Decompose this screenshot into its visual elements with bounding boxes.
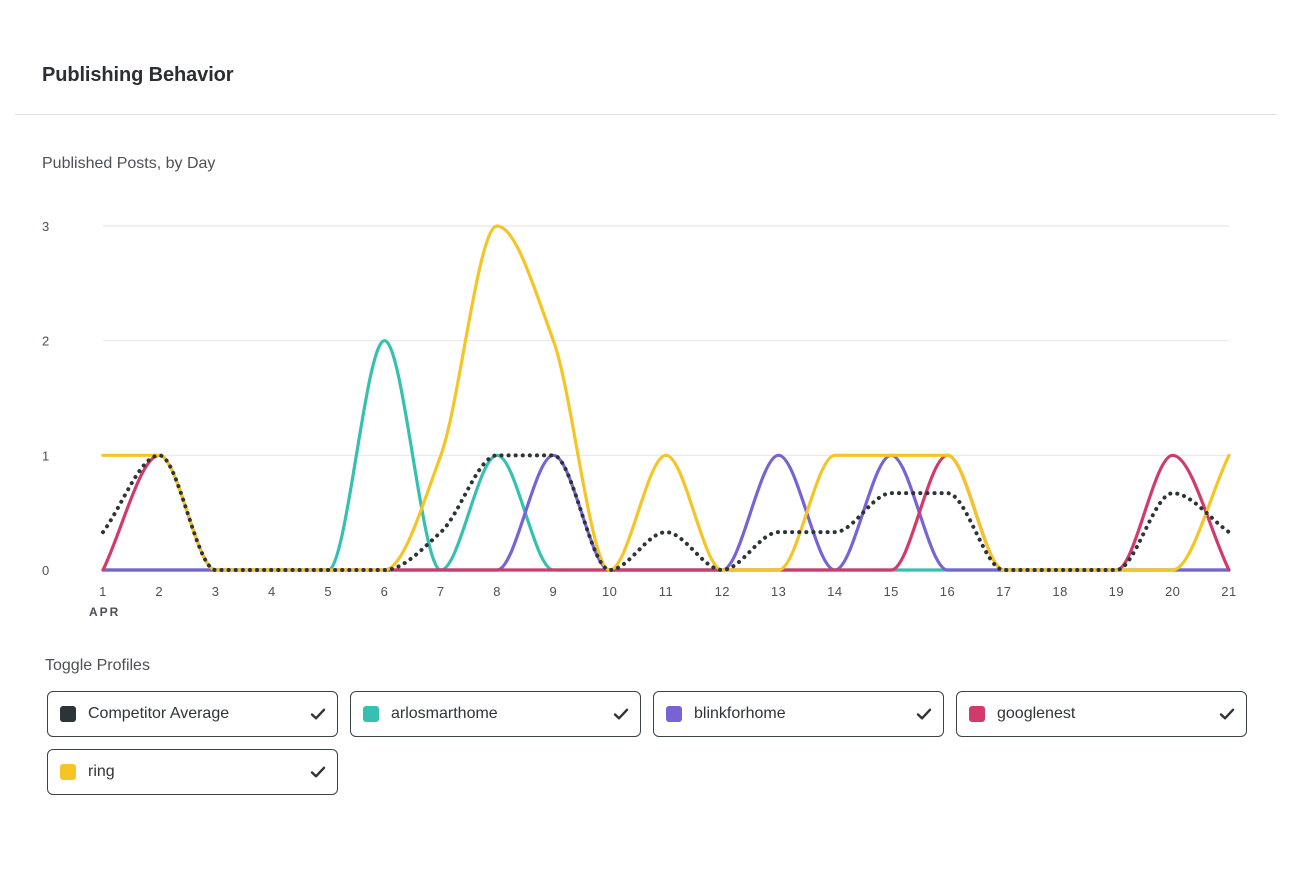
check-icon bbox=[613, 708, 629, 720]
x-tick-label: 8 bbox=[493, 584, 501, 599]
color-swatch bbox=[969, 706, 985, 722]
y-axis-ticks: 0 1 2 3 bbox=[42, 219, 49, 578]
x-tick-label: 14 bbox=[827, 584, 842, 599]
check-icon bbox=[310, 766, 326, 778]
toggle-label: Competitor Average bbox=[88, 705, 230, 722]
series-line-blinkforhome bbox=[101, 453, 1231, 572]
toggle-label: googlenest bbox=[997, 705, 1076, 722]
series-lines bbox=[101, 224, 1231, 572]
color-swatch bbox=[60, 706, 76, 722]
x-tick-label: 19 bbox=[1109, 584, 1124, 599]
y-tick-label: 0 bbox=[42, 563, 49, 578]
check-icon bbox=[916, 708, 932, 720]
toggle-ring[interactable]: ring bbox=[47, 749, 338, 795]
series-line-ring bbox=[101, 224, 1231, 572]
x-tick-label: 7 bbox=[437, 584, 445, 599]
x-month-label: APR bbox=[89, 605, 120, 619]
series-line-googlenest bbox=[101, 453, 1231, 572]
title-divider bbox=[15, 114, 1277, 115]
color-swatch bbox=[363, 706, 379, 722]
toggle-label: blinkforhome bbox=[694, 705, 786, 722]
x-tick-label: 1 bbox=[99, 584, 107, 599]
series-line-competitor-average bbox=[101, 453, 1231, 572]
check-icon bbox=[1219, 708, 1235, 720]
x-tick-label: 17 bbox=[996, 584, 1011, 599]
toggle-competitor-average[interactable]: Competitor Average bbox=[47, 691, 338, 737]
grid-lines bbox=[103, 225, 1229, 456]
check-icon bbox=[310, 708, 326, 720]
x-tick-label: 3 bbox=[212, 584, 220, 599]
x-tick-label: 21 bbox=[1221, 584, 1236, 599]
x-tick-label: 2 bbox=[155, 584, 163, 599]
toggle-blinkforhome[interactable]: blinkforhome bbox=[653, 691, 944, 737]
x-tick-label: 15 bbox=[883, 584, 898, 599]
y-tick-label: 2 bbox=[42, 334, 49, 349]
toggle-arlosmarthome[interactable]: arlosmarthome bbox=[350, 691, 641, 737]
x-tick-label: 11 bbox=[659, 584, 674, 599]
color-swatch bbox=[666, 706, 682, 722]
toggle-googlenest[interactable]: googlenest bbox=[956, 691, 1247, 737]
x-tick-label: 16 bbox=[940, 584, 955, 599]
y-tick-label: 3 bbox=[42, 219, 49, 234]
toggle-profiles-list: Competitor Average arlosmarthome blinkforh… bbox=[47, 691, 1259, 795]
toggle-label: arlosmarthome bbox=[391, 705, 498, 722]
card-title: Publishing Behavior bbox=[42, 64, 234, 86]
color-swatch bbox=[60, 764, 76, 780]
chart-subtitle: Published Posts, by Day bbox=[42, 155, 216, 172]
toggle-label: ring bbox=[88, 763, 115, 780]
x-tick-label: 9 bbox=[550, 584, 558, 599]
x-tick-label: 18 bbox=[1052, 584, 1067, 599]
x-tick-label: 4 bbox=[268, 584, 276, 599]
x-tick-label: 10 bbox=[602, 584, 617, 599]
x-tick-label: 5 bbox=[324, 584, 332, 599]
x-tick-label: 20 bbox=[1165, 584, 1180, 599]
toggle-profiles-title: Toggle Profiles bbox=[45, 657, 150, 674]
y-tick-label: 1 bbox=[42, 448, 49, 463]
x-tick-label: 12 bbox=[715, 584, 730, 599]
x-tick-label: 6 bbox=[381, 584, 389, 599]
x-tick-label: 13 bbox=[771, 584, 786, 599]
